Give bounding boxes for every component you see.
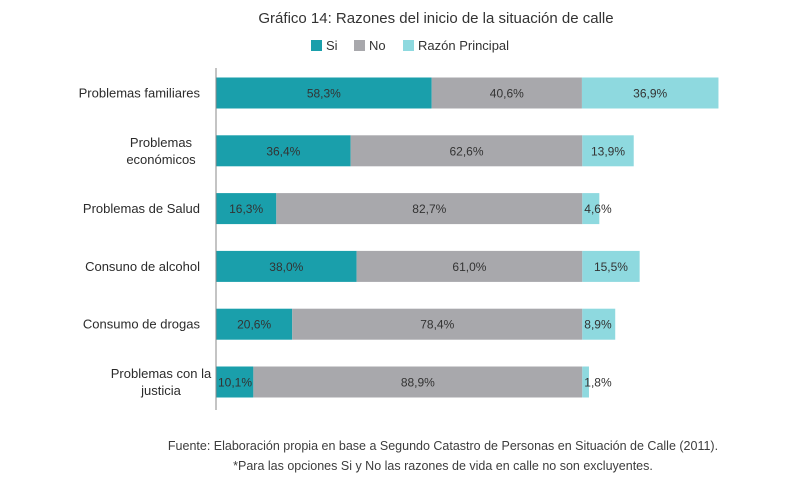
bar-5-1 <box>253 366 583 398</box>
bar-label-2-1: 82,7% <box>412 202 446 216</box>
category-label-0: Problemas familiares <box>79 86 201 101</box>
category-label-5: Problemas con la justicia <box>111 366 212 398</box>
bar-label-5-2: 1,8% <box>584 376 612 390</box>
bar-2-2 <box>582 193 600 225</box>
legend: Si No Razón Principal <box>311 38 509 53</box>
bar-3-0 <box>216 250 357 282</box>
bar-label-0-2: 36,9% <box>633 87 667 101</box>
category-label-line-1-0: Problemas <box>130 135 193 150</box>
bar-label-4-1: 78,4% <box>420 318 454 332</box>
bar-5-2 <box>582 366 589 398</box>
bar-label-1-1: 62,6% <box>449 144 483 158</box>
bar-1-0 <box>216 135 351 167</box>
bar-label-1-0: 36,4% <box>266 144 300 158</box>
bar-1-1 <box>350 135 583 167</box>
bar-4-2 <box>582 308 616 340</box>
bar-label-0-1: 40,6% <box>490 87 524 101</box>
bar-0-2 <box>581 77 719 109</box>
bar-2-0 <box>216 193 277 225</box>
bar-label-2-0: 16,3% <box>229 202 263 216</box>
bar-0-0 <box>216 77 432 109</box>
bar-1-2 <box>582 135 634 167</box>
footer-note: *Para las opciones Si y No las razones d… <box>233 459 653 473</box>
category-label-1: Problemas económicos <box>126 135 196 167</box>
bar-label-5-0: 10,1% <box>218 376 252 390</box>
category-label-3: Consuno de alcohol <box>85 259 200 274</box>
footer-source: Fuente: Elaboración propia en base a Seg… <box>168 439 718 453</box>
bar-4-1 <box>292 308 583 340</box>
bar-label-4-0: 20,6% <box>237 318 271 332</box>
legend-label-2: Razón Principal <box>418 38 509 53</box>
legend-label-1: No <box>369 38 386 53</box>
chart-title: Gráfico 14: Razones del inicio de la sit… <box>258 10 613 27</box>
bars: 58,3% 40,6% 36,9% 36,4% 62,6% 13,9% 16,3% 82,7%… <box>216 77 719 398</box>
bar-label-0-0: 58,3% <box>307 87 341 101</box>
bar-2-1 <box>276 193 583 225</box>
category-label-line-1-1: económicos <box>126 152 196 167</box>
category-label-line-5-1: justicia <box>140 383 182 398</box>
bar-label-3-1: 61,0% <box>452 260 486 274</box>
legend-swatch-2 <box>403 40 414 51</box>
bar-label-3-0: 38,0% <box>269 260 303 274</box>
category-label-4: Consumo de drogas <box>83 317 201 332</box>
legend-swatch-0 <box>311 40 322 51</box>
category-label-2: Problemas de Salud <box>83 201 200 216</box>
bar-label-4-2: 8,9% <box>584 318 612 332</box>
bar-label-2-2: 4,6% <box>584 202 612 216</box>
bar-5-0 <box>216 366 254 398</box>
bar-label-5-1: 88,9% <box>401 376 435 390</box>
bar-3-2 <box>582 250 640 282</box>
bar-label-1-2: 13,9% <box>591 144 625 158</box>
bar-3-1 <box>356 250 583 282</box>
bar-label-3-2: 15,5% <box>594 260 628 274</box>
bar-4-0 <box>216 308 293 340</box>
legend-label-0: Si <box>326 38 338 53</box>
legend-swatch-1 <box>354 40 365 51</box>
category-label-line-5-0: Problemas con la <box>111 366 212 381</box>
bar-0-1 <box>431 77 582 109</box>
